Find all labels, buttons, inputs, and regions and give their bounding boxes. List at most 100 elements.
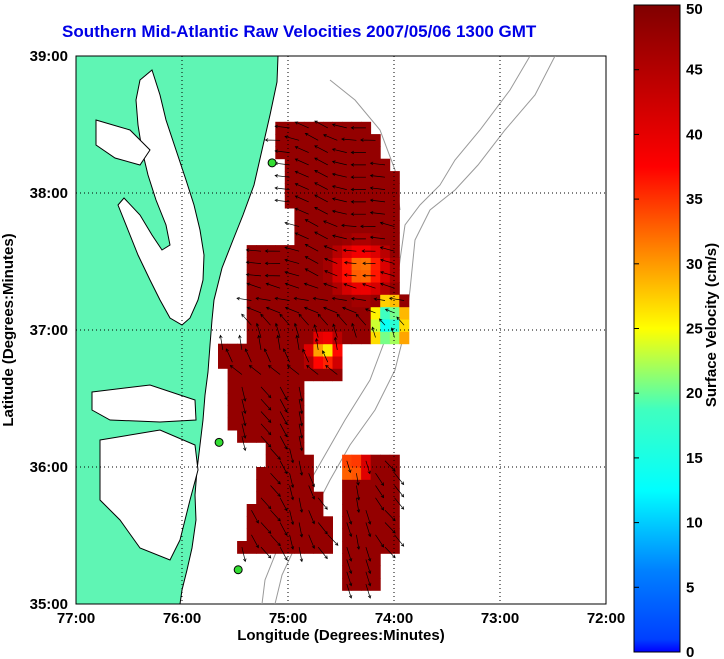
velocity-cell bbox=[265, 294, 276, 308]
x-tick-labels: 77:00 76:00 75:00 74:00 73:00 72:00 bbox=[57, 610, 625, 627]
velocity-cell bbox=[303, 319, 314, 332]
velocity-cell bbox=[389, 269, 400, 283]
velocity-arrow bbox=[294, 121, 309, 129]
velocity-arrow bbox=[365, 460, 371, 475]
velocity-arrow bbox=[294, 183, 309, 190]
velocity-arrow bbox=[251, 534, 259, 549]
velocity-cell bbox=[303, 269, 314, 283]
velocity-cell bbox=[389, 220, 400, 234]
velocity-cell bbox=[246, 269, 257, 283]
velocity-arrow bbox=[255, 296, 271, 301]
velocity-cell bbox=[256, 331, 267, 345]
velocity-cell bbox=[275, 479, 286, 493]
velocity-arrow bbox=[384, 460, 396, 472]
velocity-arrow bbox=[241, 411, 247, 427]
velocity-cell bbox=[323, 208, 333, 221]
velocity-cell bbox=[389, 319, 400, 332]
velocity-arrow bbox=[274, 149, 290, 153]
velocity-cell bbox=[370, 319, 381, 332]
velocity-cell bbox=[361, 269, 372, 283]
velocity-arrow bbox=[314, 170, 328, 178]
velocity-cell bbox=[303, 454, 314, 468]
velocity-arrow bbox=[260, 411, 272, 423]
velocity-cell bbox=[389, 183, 400, 197]
velocity-cell bbox=[294, 504, 305, 517]
velocity-arrow bbox=[304, 132, 319, 141]
velocity-cell bbox=[323, 257, 333, 271]
velocity-arrow bbox=[298, 399, 304, 415]
velocity-arrow bbox=[294, 207, 309, 215]
velocity-arrow bbox=[314, 120, 328, 129]
velocity-cell bbox=[361, 282, 372, 295]
velocity-cell bbox=[303, 232, 314, 246]
velocity-arrow bbox=[294, 170, 309, 178]
velocity-arrow bbox=[369, 235, 386, 240]
velocity-arrow bbox=[293, 296, 309, 301]
velocity-cell bbox=[389, 541, 400, 554]
velocity-cell bbox=[294, 306, 305, 320]
velocity-cell bbox=[370, 565, 381, 579]
velocity-arrow bbox=[298, 423, 304, 439]
velocity-cell bbox=[361, 467, 372, 480]
velocity-cell bbox=[265, 282, 276, 295]
velocity-arrow bbox=[365, 559, 372, 575]
velocity-cell bbox=[332, 195, 343, 209]
velocity-cell bbox=[313, 232, 324, 246]
velocity-cell bbox=[370, 269, 381, 283]
velocity-cell bbox=[389, 257, 400, 271]
velocity-cell bbox=[275, 331, 286, 345]
velocity-cell bbox=[284, 269, 295, 283]
velocity-arrow bbox=[325, 365, 338, 375]
velocity-arrow bbox=[264, 138, 281, 142]
y-tick: 39:00 bbox=[30, 48, 68, 65]
velocity-cell bbox=[294, 134, 305, 147]
velocity-cell bbox=[342, 121, 353, 135]
velocity-cell bbox=[361, 331, 372, 345]
velocity-arrow bbox=[238, 334, 243, 350]
velocity-arrow bbox=[394, 472, 405, 486]
velocity-arrow bbox=[317, 313, 329, 326]
velocity-cell bbox=[303, 183, 314, 197]
velocity-cell bbox=[342, 331, 353, 345]
velocity-cell bbox=[389, 504, 400, 517]
velocity-arrow bbox=[279, 399, 288, 413]
velocity-cell bbox=[303, 541, 314, 554]
velocity-cell bbox=[370, 331, 381, 345]
velocity-cell bbox=[380, 269, 391, 283]
velocity-cell bbox=[332, 269, 343, 283]
velocity-cell bbox=[313, 121, 324, 135]
velocity-cell bbox=[313, 282, 324, 295]
velocity-arrow bbox=[294, 146, 309, 153]
y-tick: 36:00 bbox=[30, 459, 68, 476]
velocity-cell bbox=[303, 356, 314, 369]
velocity-cell bbox=[246, 306, 257, 320]
velocity-cell bbox=[342, 467, 353, 480]
velocity-arrow bbox=[327, 534, 339, 546]
velocity-cell bbox=[389, 232, 400, 246]
velocity-cell bbox=[275, 121, 286, 135]
velocity-arrow bbox=[341, 223, 357, 228]
velocity-cell bbox=[284, 183, 295, 197]
velocity-arrow bbox=[369, 161, 386, 166]
velocity-arrow bbox=[314, 207, 328, 215]
velocity-arrow bbox=[331, 185, 347, 190]
velocity-arrow bbox=[289, 534, 295, 550]
velocity-cell bbox=[284, 343, 295, 357]
velocity-cell bbox=[284, 195, 295, 209]
velocity-cell bbox=[284, 380, 295, 394]
velocity-cell bbox=[351, 220, 362, 234]
velocity-arrow bbox=[274, 296, 290, 301]
velocity-cell bbox=[351, 331, 362, 345]
velocity-cell bbox=[323, 356, 333, 369]
velocity-cell bbox=[265, 368, 276, 382]
velocity-cell bbox=[332, 146, 343, 160]
velocity-arrow bbox=[350, 163, 366, 167]
velocity-cell bbox=[294, 208, 305, 221]
velocity-cell bbox=[246, 541, 257, 554]
velocity-cell bbox=[323, 331, 333, 345]
velocity-cell bbox=[284, 134, 295, 147]
velocity-cell bbox=[246, 331, 257, 345]
velocity-cell bbox=[256, 269, 267, 283]
velocity-cell bbox=[380, 171, 391, 184]
velocity-arrow bbox=[331, 148, 347, 153]
